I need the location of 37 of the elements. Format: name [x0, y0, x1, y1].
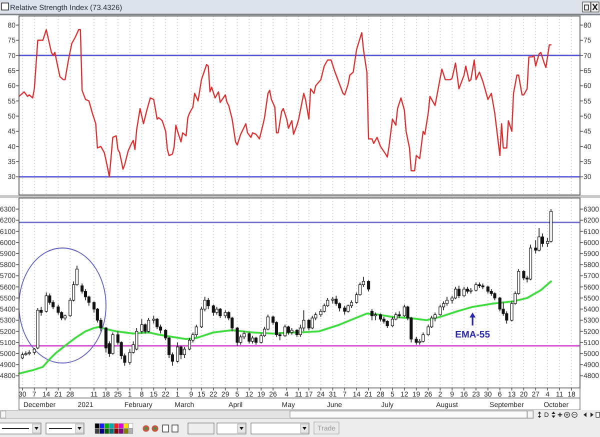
candlestick	[367, 280, 370, 292]
candlestick	[540, 233, 544, 248]
candlestick	[390, 316, 394, 328]
candlestick	[218, 308, 222, 318]
candlestick	[182, 346, 186, 358]
candlestick	[438, 304, 442, 316]
line-series	[18, 29, 552, 178]
candlestick	[248, 332, 251, 344]
candlestick	[370, 308, 374, 321]
candlestick	[236, 326, 239, 346]
candlestick	[498, 296, 502, 312]
candlestick	[44, 292, 48, 313]
annotation: EMA-55	[455, 329, 491, 340]
candlestick	[534, 240, 538, 254]
candlestick	[206, 298, 210, 310]
candlestick	[283, 324, 287, 338]
candlestick	[179, 345, 183, 360]
candlestick	[212, 304, 215, 316]
candlestick	[156, 318, 159, 330]
candlestick	[310, 315, 314, 330]
candlestick	[176, 342, 180, 363]
candlestick	[147, 318, 150, 333]
candlestick	[522, 270, 526, 281]
candlestick	[307, 318, 310, 331]
candlestick	[402, 304, 406, 318]
candlestick	[462, 286, 466, 298]
candlestick	[422, 332, 425, 343]
candlestick	[104, 326, 108, 353]
candlestick	[538, 228, 541, 252]
candlestick	[144, 323, 147, 334]
line-series	[18, 280, 552, 375]
candlestick	[111, 332, 114, 356]
candlestick	[454, 286, 458, 300]
candlestick	[140, 318, 144, 334]
candlestick	[457, 285, 460, 298]
candlestick	[135, 328, 138, 351]
candlestick	[374, 312, 377, 321]
